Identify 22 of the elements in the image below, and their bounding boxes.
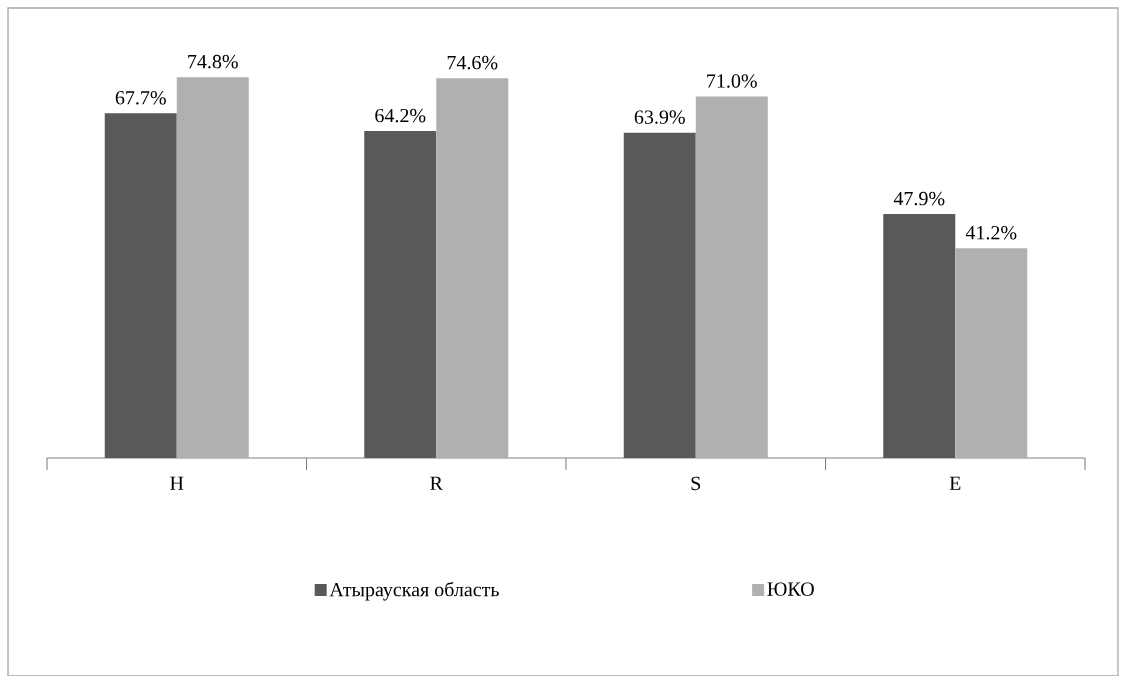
bar (104, 113, 177, 458)
legend-label: ЮКО (767, 582, 814, 596)
x-tick-label: R (430, 476, 443, 490)
x-tick-label: H (170, 476, 184, 490)
bar (955, 248, 1028, 458)
bar (436, 78, 509, 458)
data-label: 71.0% (707, 74, 757, 88)
bar (695, 96, 768, 458)
data-label: 63.9% (634, 110, 685, 124)
bar (176, 77, 249, 458)
x-tick-label: S (691, 476, 701, 491)
data-label: 64.2% (375, 108, 426, 123)
bar (623, 132, 696, 458)
x-tick-label: E (949, 476, 961, 490)
data-label: 41.2% (965, 225, 1017, 240)
data-label: 67.7% (115, 90, 166, 105)
legend-label: Атырауская область (329, 581, 499, 601)
bar (883, 214, 956, 458)
data-label: 47.9% (893, 191, 945, 206)
data-label: 74.6% (447, 55, 498, 70)
bar (364, 131, 437, 458)
data-label: 74.8% (188, 54, 238, 69)
